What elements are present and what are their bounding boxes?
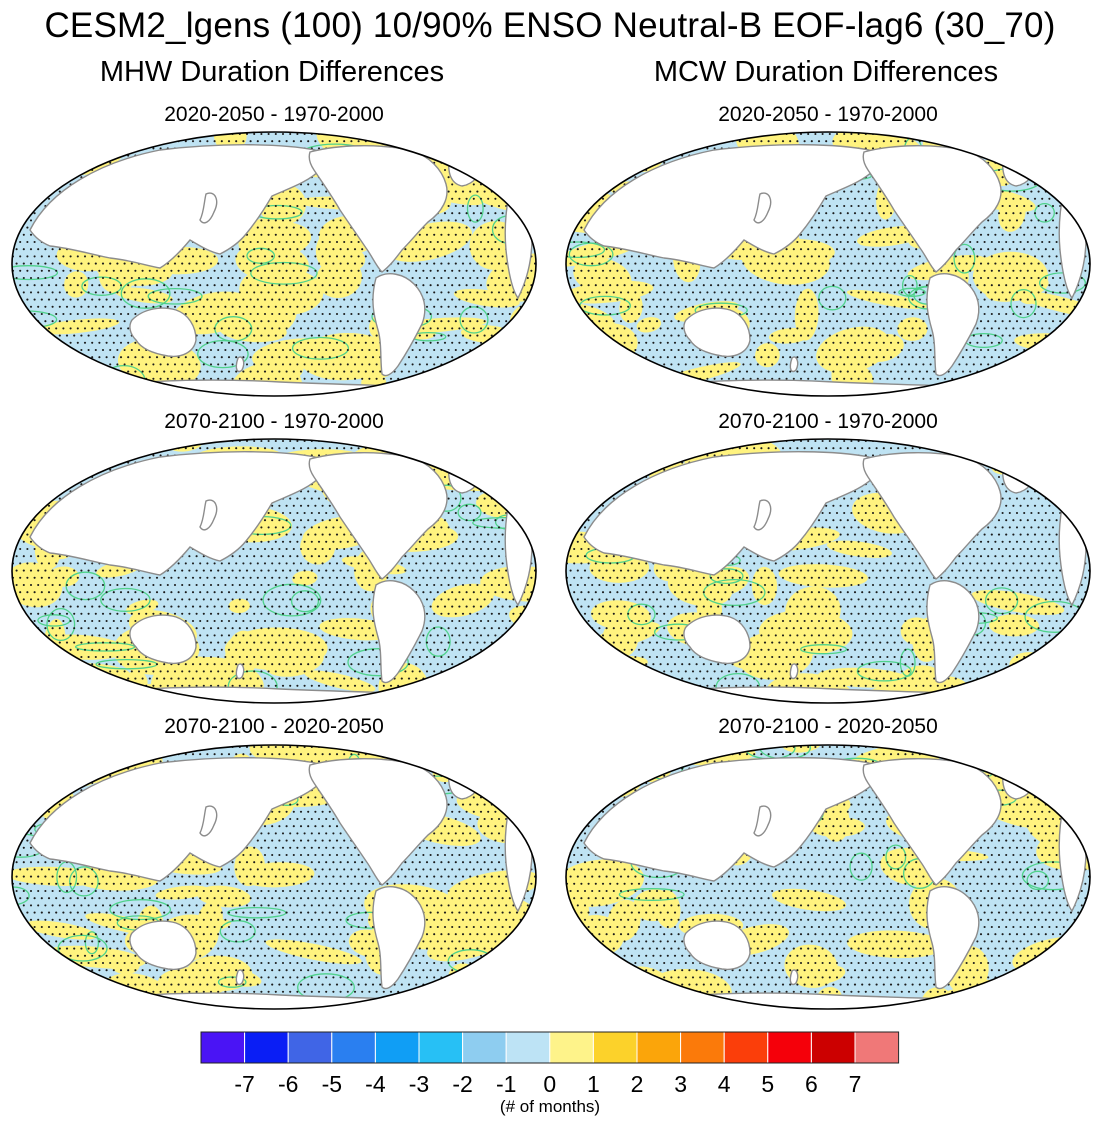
landmass-nz xyxy=(789,663,799,680)
landmass-australia xyxy=(129,920,197,971)
panel-subtitle: 2070-2100 - 2020-2050 xyxy=(164,715,384,738)
panel-subtitle: 2070-2100 - 1970-2000 xyxy=(718,410,938,433)
colorbar-tick-label: -3 xyxy=(409,1071,429,1097)
panel-subtitle: 2070-2100 - 2020-2050 xyxy=(718,715,938,738)
map-panel xyxy=(11,438,537,704)
landmass-southAmerica xyxy=(372,580,426,684)
colorbar-tick-label: 4 xyxy=(718,1071,731,1097)
landmass-southAmerica xyxy=(926,273,980,377)
colorbar-swatch xyxy=(462,1031,507,1064)
landmass-asia xyxy=(29,451,321,576)
landmass-japan xyxy=(753,499,772,531)
map-border xyxy=(11,131,537,397)
landmass-nz xyxy=(235,663,245,680)
landmass-nz xyxy=(789,969,799,986)
map-border xyxy=(565,744,1091,1010)
figure-title: CESM2_lgens (100) 10/90% ENSO Neutral-B … xyxy=(44,6,1056,45)
colorbar-swatch xyxy=(854,1031,900,1064)
colorbar-tick-label: -5 xyxy=(322,1071,342,1097)
colorbar-tick-label: -1 xyxy=(496,1071,516,1097)
landmass-southAmerica xyxy=(926,886,980,990)
colorbar-swatch xyxy=(200,1031,246,1064)
landmass-australia xyxy=(683,614,751,665)
landmass-australia xyxy=(129,614,197,665)
landmass-japan xyxy=(753,805,772,837)
landmass-asia xyxy=(583,451,875,576)
colorbar-tick-label: 1 xyxy=(587,1071,600,1097)
map-panel xyxy=(11,744,537,1010)
colorbar-swatch xyxy=(505,1031,551,1064)
landmass-australia xyxy=(129,307,197,358)
landmass-japan xyxy=(199,499,218,531)
colorbar-tick-label: 2 xyxy=(631,1071,644,1097)
colorbar-swatch xyxy=(549,1031,594,1064)
colorbar-swatch xyxy=(592,1031,638,1064)
panel-subtitle: 2070-2100 - 1970-2000 xyxy=(164,410,384,433)
landmass-southAmerica xyxy=(372,273,426,377)
landmass-southAmerica xyxy=(372,886,426,990)
colorbar-swatch xyxy=(636,1031,682,1064)
map-panel xyxy=(565,131,1091,397)
column-title-mhw: MHW Duration Differences xyxy=(99,56,445,88)
map-panel xyxy=(11,131,537,397)
colorbar-tick-label: -7 xyxy=(234,1071,254,1097)
colorbar-swatch xyxy=(680,1031,725,1064)
map-border xyxy=(565,438,1091,704)
colorbar-tick-label: 6 xyxy=(805,1071,818,1097)
landmass-southAmerica xyxy=(926,580,980,684)
colorbar-tick-label: -6 xyxy=(278,1071,298,1097)
colorbar: -7 -6 -5 -4 -3 -2 -1 0 1 2 3 4 5 6 7 xyxy=(200,1031,900,1097)
land-masks xyxy=(583,144,1087,396)
ocean-field xyxy=(566,439,1090,703)
colorbar-swatch xyxy=(287,1031,333,1064)
colorbar-tick-label: -2 xyxy=(452,1071,472,1097)
colorbar-swatch xyxy=(244,1031,289,1064)
landmass-japan xyxy=(199,192,218,224)
colorbar-swatch xyxy=(723,1031,769,1064)
colorbar-swatch xyxy=(767,1031,812,1064)
colorbar-tick-label: 5 xyxy=(761,1071,774,1097)
landmass-nz xyxy=(789,356,799,373)
column-title-mcw: MCW Duration Differences xyxy=(653,56,999,88)
panel-subtitle: 2020-2050 - 1970-2000 xyxy=(164,103,384,126)
colorbar-swatch xyxy=(374,1031,420,1064)
colorbar-tick-label: 7 xyxy=(849,1071,862,1097)
map-border xyxy=(11,744,537,1010)
colorbar-tick-label: 0 xyxy=(543,1071,556,1097)
colorbar-swatch xyxy=(810,1031,856,1064)
landmass-nz xyxy=(235,356,245,373)
colorbar-tick-label: -4 xyxy=(365,1071,386,1097)
landmass-asia xyxy=(29,144,321,269)
map-border xyxy=(565,131,1091,397)
map-panel xyxy=(565,438,1091,704)
landmass-japan xyxy=(199,805,218,837)
colorbar-swatch xyxy=(418,1031,464,1064)
colorbar-swatch xyxy=(331,1031,376,1064)
colorbar-tick-label: 3 xyxy=(674,1071,687,1097)
landmass-asia xyxy=(583,144,875,269)
map-border xyxy=(11,438,537,704)
landmass-asia xyxy=(29,757,321,882)
map-panel xyxy=(565,744,1091,1010)
landmass-australia xyxy=(683,307,751,358)
land-masks xyxy=(583,757,1087,1009)
landmass-japan xyxy=(753,192,772,224)
landmass-asia xyxy=(583,757,875,882)
landmass-australia xyxy=(683,920,751,971)
panel-subtitle: 2020-2050 - 1970-2000 xyxy=(718,103,938,126)
landmass-nz xyxy=(235,969,245,986)
colorbar-units: (# of months) xyxy=(499,1097,601,1116)
